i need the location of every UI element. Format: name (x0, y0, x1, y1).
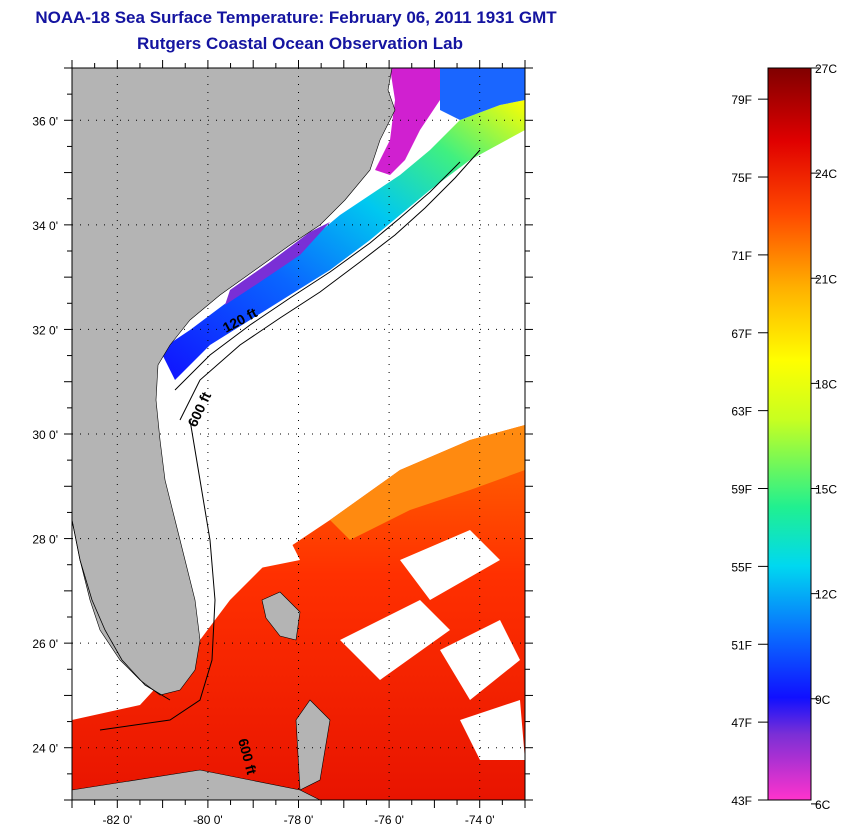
lat-tick-label: 26 0' (32, 637, 58, 651)
map-title: NOAA-18 Sea Surface Temperature: Februar… (35, 8, 557, 27)
lon-tick-label: -76 0' (374, 813, 404, 827)
colorbar-f-label: 67F (731, 327, 752, 341)
colorbar-c-label: 15C (815, 483, 837, 497)
colorbar-f-label: 47F (731, 716, 752, 730)
colorbar-fahrenheit-labels: 79F 75F 71F 67F 63F 59F 55F 51F 47F 43F (731, 93, 768, 808)
colorbar-c-label: 24C (815, 167, 837, 181)
map-frame (71, 67, 526, 801)
colorbar-f-label: 75F (731, 171, 752, 185)
purple-water (225, 222, 330, 305)
lat-tick-label: 36 0' (32, 114, 58, 128)
colorbar-c-label: 27C (815, 62, 837, 76)
map-subtitle: Rutgers Coastal Ocean Observation Lab (137, 34, 463, 53)
land-andros (295, 699, 331, 791)
gulf-coast (72, 519, 171, 701)
colorbar-c-label: 12C (815, 588, 837, 602)
lat-tick-label: 28 0' (32, 533, 58, 547)
colorbar-f-label: 51F (731, 638, 752, 652)
lon-tick-label: -78 0' (284, 813, 314, 827)
blue-offshore (440, 68, 525, 120)
lon-tick-label: -80 0' (193, 813, 223, 827)
colorbar-c-label: 9C (815, 693, 831, 707)
colorbar-c-label: 21C (815, 272, 837, 286)
colorbar-f-label: 59F (731, 483, 752, 497)
map-axes: 36 0' 34 0' 32 0' 30 0' 28 0' 26 0' 24 0' -82 0… (32, 60, 533, 827)
cloud-mask (150, 520, 525, 760)
land-cuba (72, 769, 321, 800)
lon-tick-label: -82 0' (102, 813, 132, 827)
colorbar-f-label: 55F (731, 560, 752, 574)
land-bahamas (261, 591, 301, 641)
lat-tick-label: 30 0' (32, 428, 58, 442)
colorbar-celsius-labels: 27C 24C 21C 18C 15C 12C 9C 6C (811, 62, 837, 812)
contour-120ft (174, 161, 461, 391)
contour-600ft (179, 149, 481, 421)
colorbar-f-label: 63F (731, 405, 752, 419)
colorbar-f-label: 71F (731, 249, 752, 263)
coldest-water (375, 68, 440, 175)
warm-water-band (330, 425, 525, 540)
colorbar-f-label: 43F (731, 794, 752, 808)
lon-tick-label: -74 0' (465, 813, 495, 827)
colorbar-c-label: 6C (815, 798, 831, 812)
cold-coastal-water (160, 100, 525, 380)
colorbar-ramp (767, 67, 812, 801)
contour-florida (99, 419, 216, 731)
lat-tick-label: 34 0' (32, 219, 58, 233)
colorbar-f-label: 79F (731, 93, 752, 107)
colorbar-c-label: 18C (815, 377, 837, 391)
lat-tick-label: 24 0' (32, 742, 58, 756)
lat-tick-label: 32 0' (32, 323, 58, 337)
